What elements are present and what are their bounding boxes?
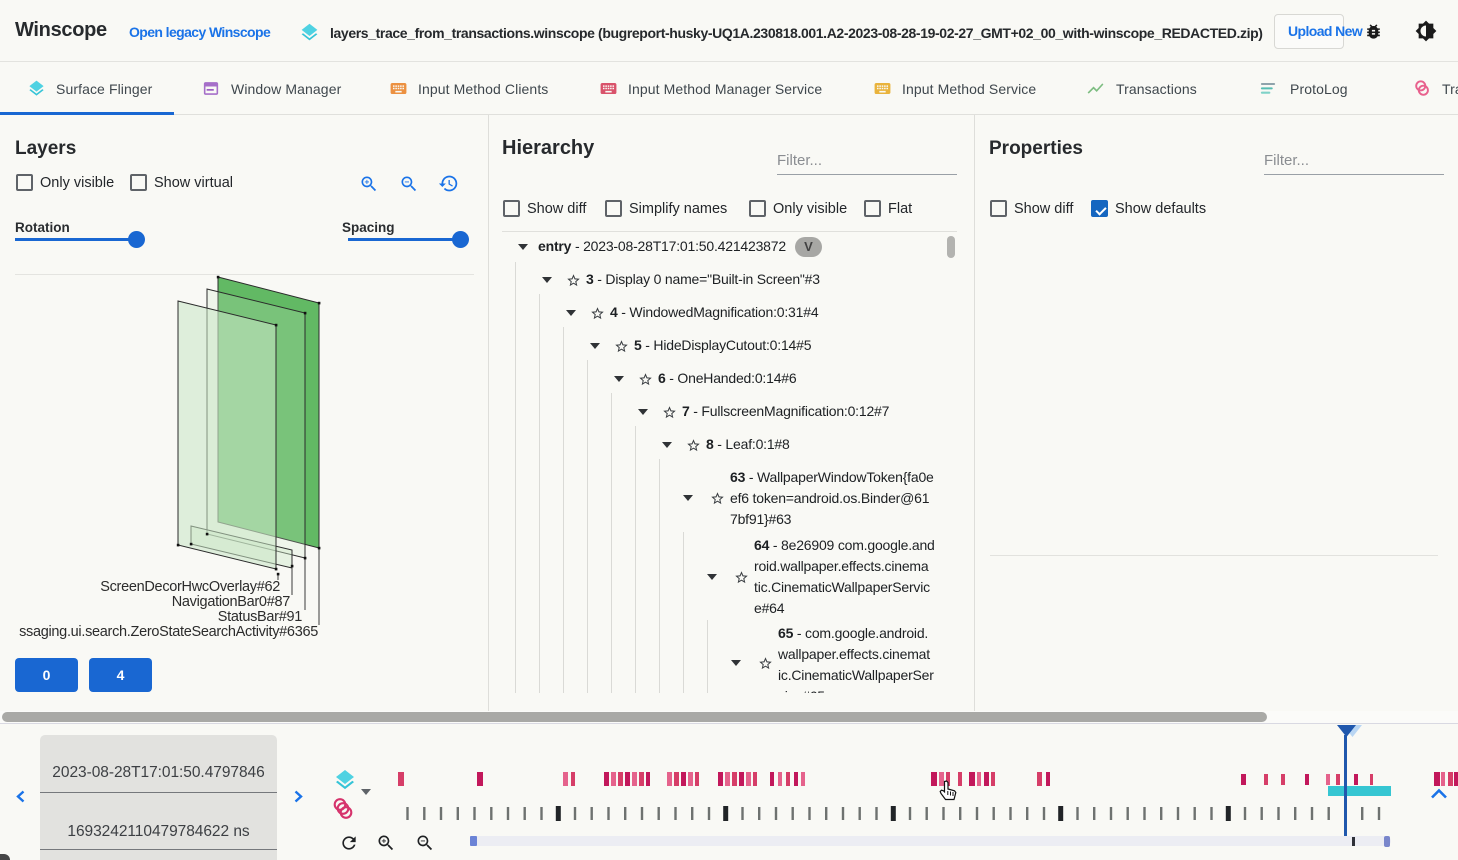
svg-text:StatusBar#91: StatusBar#91 xyxy=(218,609,302,625)
svg-text:NavigationBar0#87: NavigationBar0#87 xyxy=(172,594,290,610)
svg-text:ssaging.ui.search.ZeroStateSea: ssaging.ui.search.ZeroStateSearchActivit… xyxy=(19,624,318,640)
svg-text:ScreenDecorHwcOverlay#62: ScreenDecorHwcOverlay#62 xyxy=(100,579,280,595)
